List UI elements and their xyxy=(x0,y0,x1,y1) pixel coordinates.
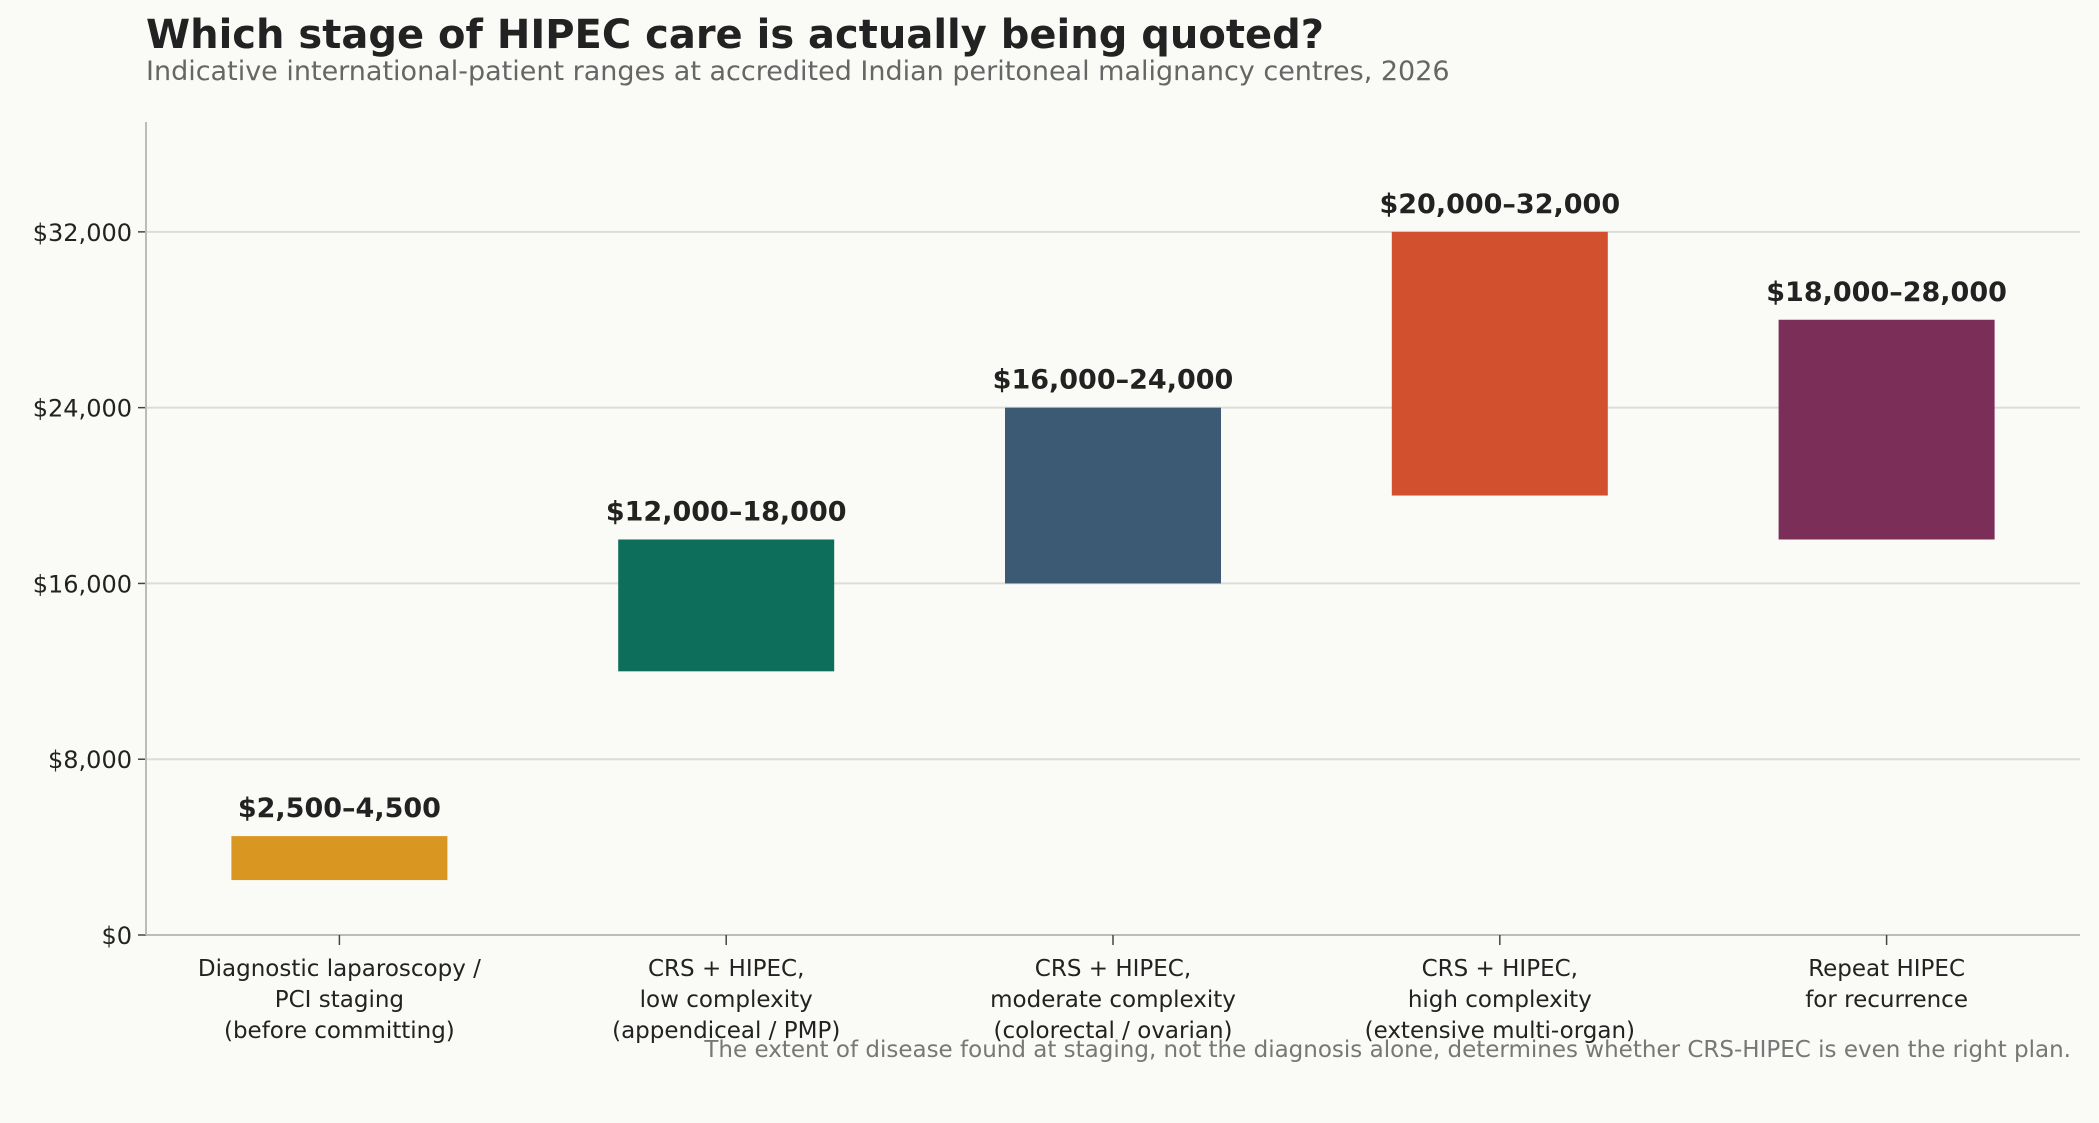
bar-value-label: $12,000–18,000 xyxy=(606,496,847,527)
range-bar xyxy=(1778,319,1995,540)
bar-value-label: $2,500–4,500 xyxy=(238,793,441,824)
x-category-label: CRS + HIPEC, low complexity (appendiceal /… xyxy=(612,956,840,1044)
range-bar xyxy=(1391,231,1608,496)
range-bar xyxy=(231,836,448,881)
x-category-label: CRS + HIPEC, high complexity (extensive mu… xyxy=(1365,956,1635,1044)
bar-value-label: $20,000–32,000 xyxy=(1379,189,1620,220)
chart-footnote: The extent of disease found at staging, … xyxy=(704,1037,2071,1063)
chart-subtitle: Indicative international-patient ranges … xyxy=(146,56,1450,87)
y-tick-label: $0 xyxy=(101,922,132,950)
range-bar xyxy=(1005,407,1221,584)
chart-title: Which stage of HIPEC care is actually be… xyxy=(146,12,1324,58)
x-category-label: CRS + HIPEC, moderate complexity (colorect… xyxy=(990,956,1236,1044)
x-category-label: Diagnostic laparoscopy / PCI staging (befo… xyxy=(198,956,481,1044)
x-category-label: Repeat HIPEC for recurrence xyxy=(1805,956,1968,1013)
y-tick-label: $16,000 xyxy=(33,570,132,598)
y-tick-label: $8,000 xyxy=(48,746,132,774)
y-tick-label: $32,000 xyxy=(33,219,132,247)
y-tick-label: $24,000 xyxy=(33,395,132,423)
range-bar xyxy=(618,539,835,672)
bar-value-label: $18,000–28,000 xyxy=(1766,277,2007,308)
bar-value-label: $16,000–24,000 xyxy=(993,365,1234,396)
